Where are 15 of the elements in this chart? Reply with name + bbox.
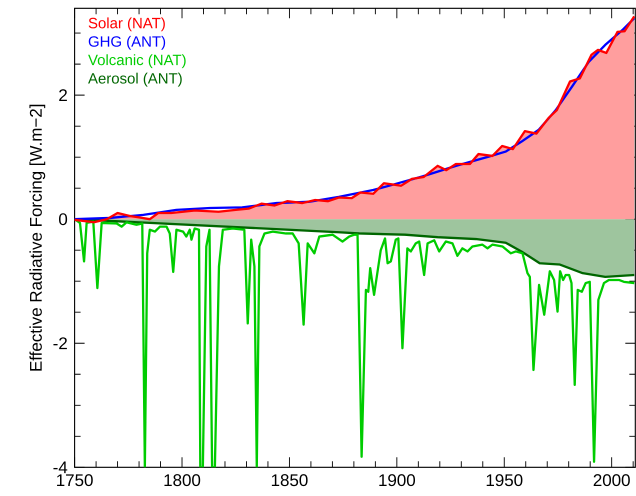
y-tick-label: -4 xyxy=(53,461,68,474)
x-tick-label: 1850 xyxy=(272,474,308,486)
x-tick-label: 1900 xyxy=(379,474,416,486)
y-axis-title: Effective Radiative Forcing [W.m−2] xyxy=(29,104,46,371)
x-tick-label: 1750 xyxy=(57,474,93,486)
y-tick-label: 2 xyxy=(59,89,67,102)
x-tick-label: 1950 xyxy=(486,474,522,486)
y-tick-label: 0 xyxy=(58,213,68,226)
text: Aerosol (ANT) xyxy=(88,72,182,87)
text: Volcanic (NAT) xyxy=(88,54,186,68)
x-tick-label: 1800 xyxy=(164,474,200,486)
x-tick-label: 2000 xyxy=(594,474,630,486)
text: GHG (ANT) xyxy=(88,36,166,50)
y-tick-label: -2 xyxy=(53,337,67,350)
text: Solar (NAT) xyxy=(88,17,165,32)
